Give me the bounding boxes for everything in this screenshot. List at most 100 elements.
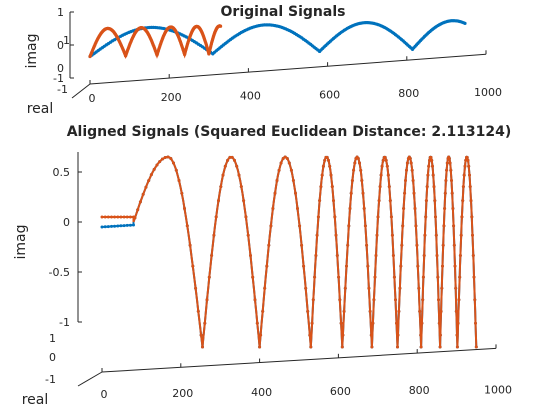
series-point [180, 191, 184, 195]
series-point [313, 275, 317, 279]
series-point [434, 215, 437, 219]
series-point [185, 224, 189, 228]
series-line [102, 155, 478, 348]
series-point [444, 179, 448, 182]
series-point [188, 243, 192, 247]
series-point [454, 286, 458, 290]
series-point [246, 233, 250, 237]
series-point [358, 161, 361, 165]
series-point [440, 286, 444, 290]
y-tick-label: -1 [45, 373, 56, 386]
series-point [239, 185, 243, 189]
series-point [447, 157, 451, 160]
series-point [396, 333, 400, 337]
series-point [460, 215, 464, 219]
series-point [237, 173, 241, 177]
series-point [219, 24, 223, 28]
series-point [100, 225, 104, 229]
series-point [434, 233, 438, 237]
series-point [391, 254, 395, 257]
series-point [411, 179, 415, 182]
z-tick-label: -0.5 [49, 266, 70, 279]
series-point [144, 185, 148, 189]
series-point [122, 215, 126, 219]
series-point [251, 275, 255, 279]
series-point [294, 191, 297, 195]
x-axis-line [89, 53, 487, 85]
series-point [314, 254, 318, 257]
series-point [385, 164, 389, 168]
series-point [461, 199, 465, 203]
series-point [392, 275, 396, 279]
series-point [389, 215, 393, 219]
series-point [376, 215, 380, 219]
aligned-signals-chart: Aligned Signals (Squared Euclidean Dista… [13, 124, 512, 408]
x-tick-label: 800 [398, 87, 419, 100]
series-point [399, 264, 403, 268]
series-point [412, 191, 416, 195]
series-point [259, 333, 263, 337]
series-point [437, 298, 440, 302]
series-point [196, 309, 200, 313]
series-point [235, 164, 239, 168]
series-point [471, 233, 474, 237]
x-tick-label: 400 [240, 90, 261, 103]
series-point [413, 207, 417, 210]
series-point [228, 155, 232, 159]
series-point [416, 264, 420, 268]
series-point [363, 224, 367, 228]
series-point [379, 173, 383, 177]
series-point [302, 264, 306, 268]
series-point [450, 191, 454, 195]
z-tick-label: 0 [57, 39, 64, 52]
series-point [219, 185, 223, 189]
series-point [296, 207, 299, 210]
series-2 [100, 155, 478, 349]
series-point [340, 345, 344, 349]
series-point [271, 207, 275, 210]
series-point [366, 264, 370, 268]
z-tick-label: 0 [63, 216, 70, 229]
series-point [320, 173, 324, 177]
y-axis-line [77, 371, 103, 387]
series-point [370, 345, 374, 349]
series-point [289, 168, 293, 172]
series-point [323, 158, 327, 162]
series-point [128, 223, 132, 227]
series-point [337, 275, 341, 279]
axes [77, 152, 497, 387]
series-point [463, 21, 467, 25]
series-point [435, 254, 439, 257]
series-point [425, 185, 429, 189]
series-point [428, 158, 431, 162]
series-point [468, 173, 471, 177]
series-point [371, 321, 375, 325]
series-point [456, 321, 460, 325]
series-point [400, 243, 404, 247]
series-point [342, 309, 346, 313]
x-tick-label: 800 [409, 384, 430, 397]
series-point [454, 309, 458, 313]
series-layer [88, 19, 467, 60]
series-point [472, 275, 476, 279]
series-point [308, 333, 312, 337]
series-layer [100, 155, 478, 349]
y-tick-label: -1 [57, 83, 68, 96]
series-point [443, 207, 447, 210]
series-point [404, 179, 407, 182]
series-point [419, 345, 423, 349]
x-tick-label: 600 [319, 88, 340, 101]
series-point [405, 168, 408, 172]
series-point [424, 215, 428, 219]
series-point [332, 199, 335, 203]
series-point [194, 286, 198, 290]
series-point [464, 158, 468, 162]
series-point [230, 155, 234, 159]
series-point [421, 298, 425, 302]
series-point [394, 298, 397, 302]
x-tick-label: 200 [161, 91, 182, 104]
series-point [359, 168, 363, 172]
series-point [450, 179, 453, 182]
